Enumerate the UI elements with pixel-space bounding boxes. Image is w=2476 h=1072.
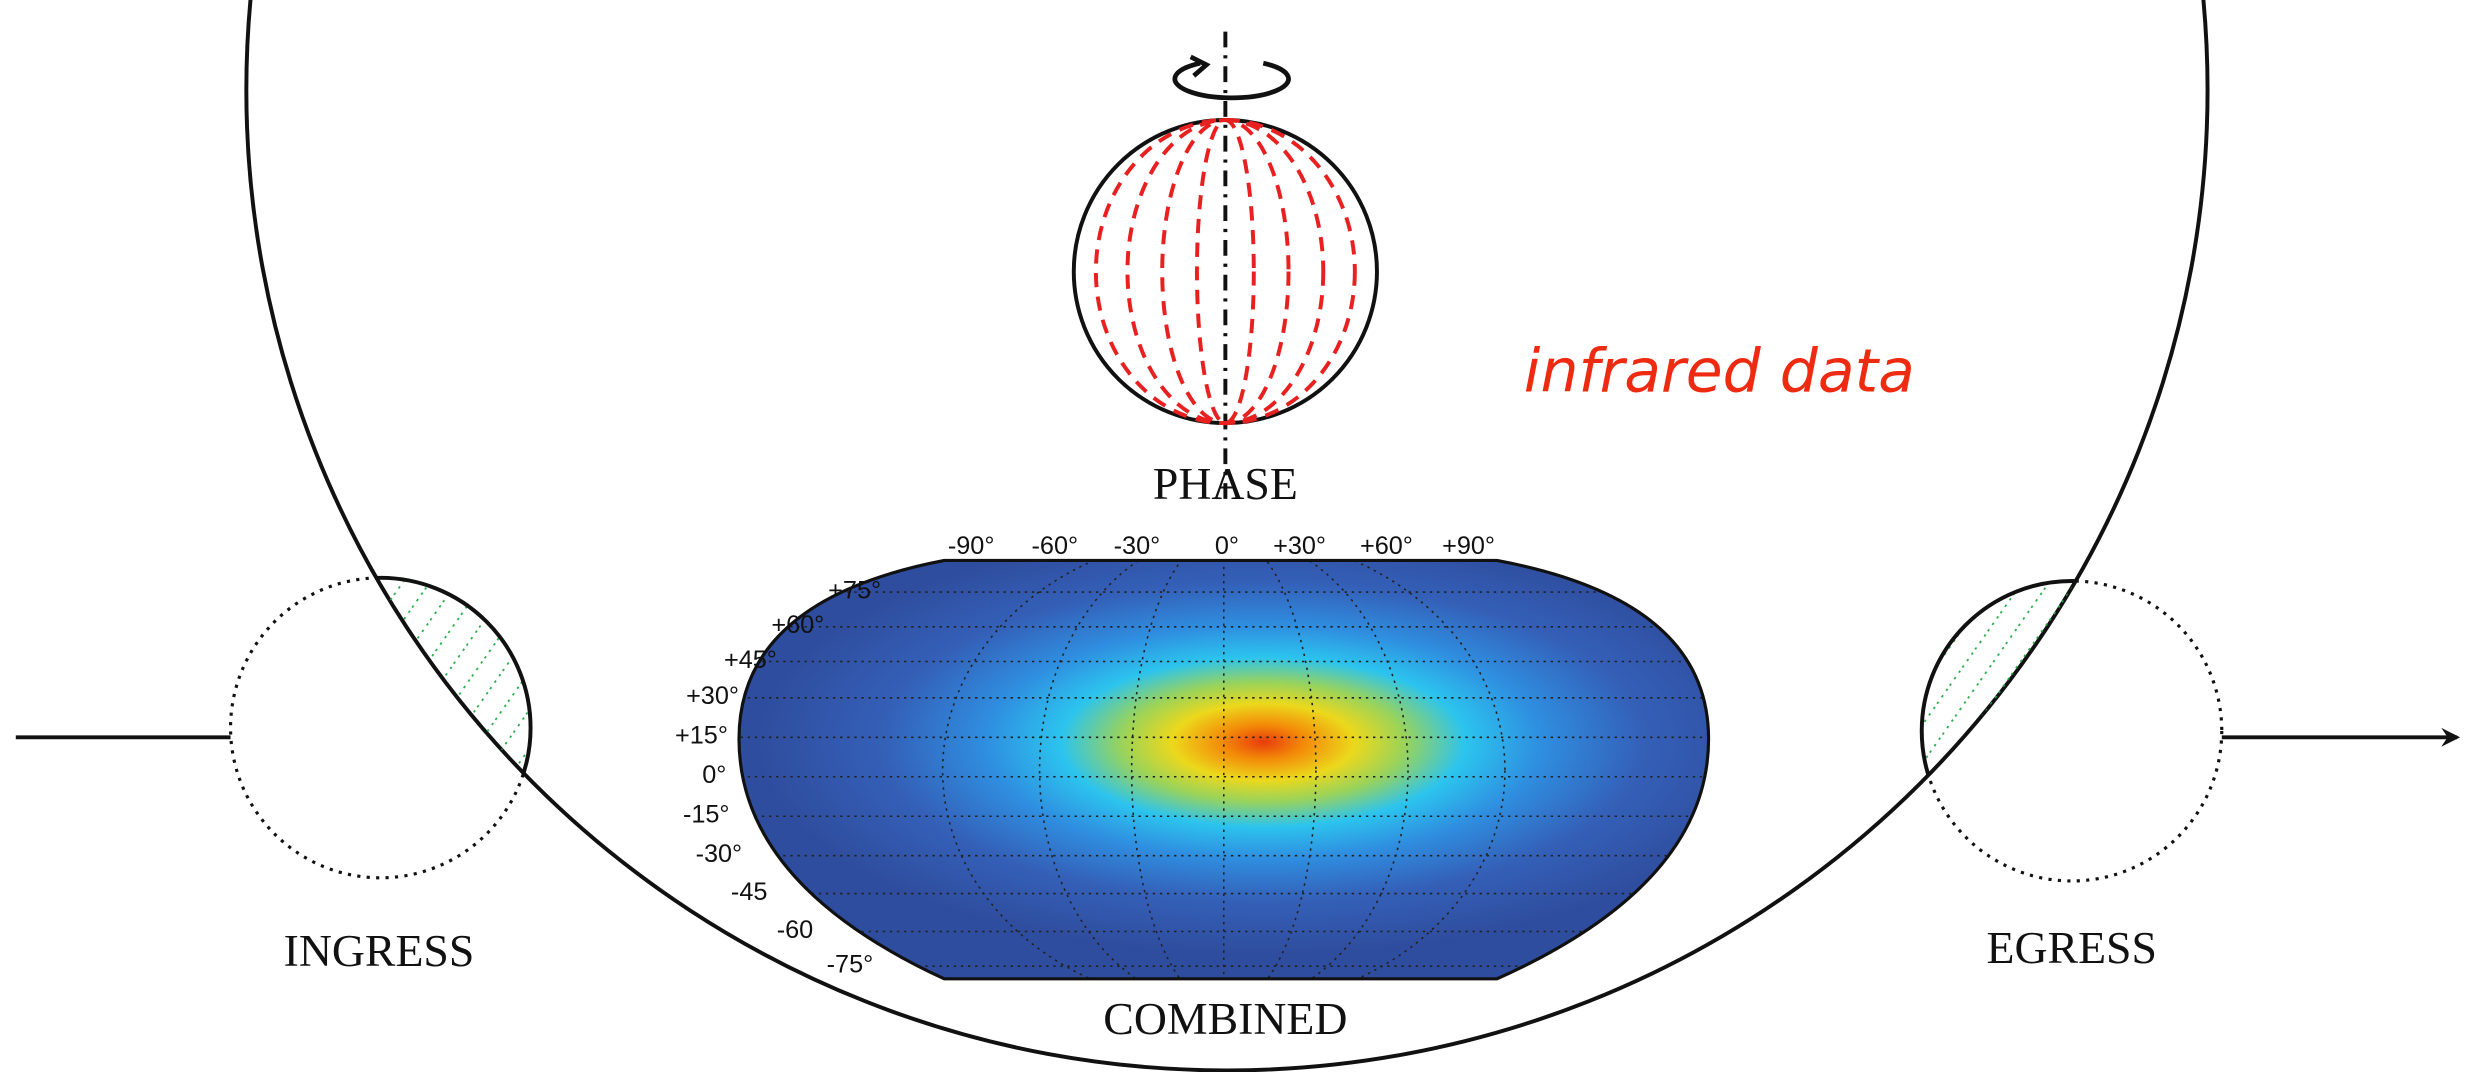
longitude-label: +90° xyxy=(1442,532,1495,560)
longitude-label: +30° xyxy=(1273,532,1326,560)
latitude-label: +60° xyxy=(771,611,824,639)
latitude-label: -60 xyxy=(777,916,814,944)
meridian xyxy=(1162,120,1288,423)
latitude-label: -45 xyxy=(731,878,768,906)
diagram: -90°-60°-30°0°+30°+60°+90°+75°+60°+45°+3… xyxy=(0,0,2476,1072)
meridian xyxy=(1127,120,1323,423)
latitude-label: -15° xyxy=(683,801,730,829)
combined-map: -90°-60°-30°0°+30°+60°+90°+75°+60°+45°+3… xyxy=(675,532,1721,1007)
combined-label: COMBINED xyxy=(1103,993,1347,1044)
phase-globe xyxy=(1074,32,1377,502)
longitude-label: -30° xyxy=(1114,532,1161,560)
latitude-label: +15° xyxy=(675,722,728,750)
longitude-label: -60° xyxy=(1032,532,1079,560)
latitude-label: 0° xyxy=(702,761,726,789)
ingress-planet xyxy=(221,568,553,900)
latitude-label: +75° xyxy=(828,576,881,604)
longitude-label: 0° xyxy=(1215,532,1239,560)
egress-planet xyxy=(1911,568,2243,900)
rotation-arrow xyxy=(1175,63,1289,98)
longitude-label: +60° xyxy=(1360,532,1413,560)
latitude-label: +30° xyxy=(686,682,739,710)
egress-label: EGRESS xyxy=(1987,922,2157,973)
meridian xyxy=(1096,120,1355,423)
latitude-label: +45° xyxy=(724,646,777,674)
page: {"labels": {"phase": "PHASE", "combined"… xyxy=(0,0,2476,1072)
phase-label: PHASE xyxy=(1153,458,1298,509)
annotation: infrared data xyxy=(1524,337,1915,407)
ingress-label: INGRESS xyxy=(284,925,475,976)
latitude-label: -75° xyxy=(827,951,874,979)
meridian xyxy=(1197,120,1254,423)
egress-hatch xyxy=(1911,568,2243,900)
latitude-label: -30° xyxy=(696,840,743,868)
longitude-label: -90° xyxy=(948,532,995,560)
ingress-hatch xyxy=(221,568,553,900)
